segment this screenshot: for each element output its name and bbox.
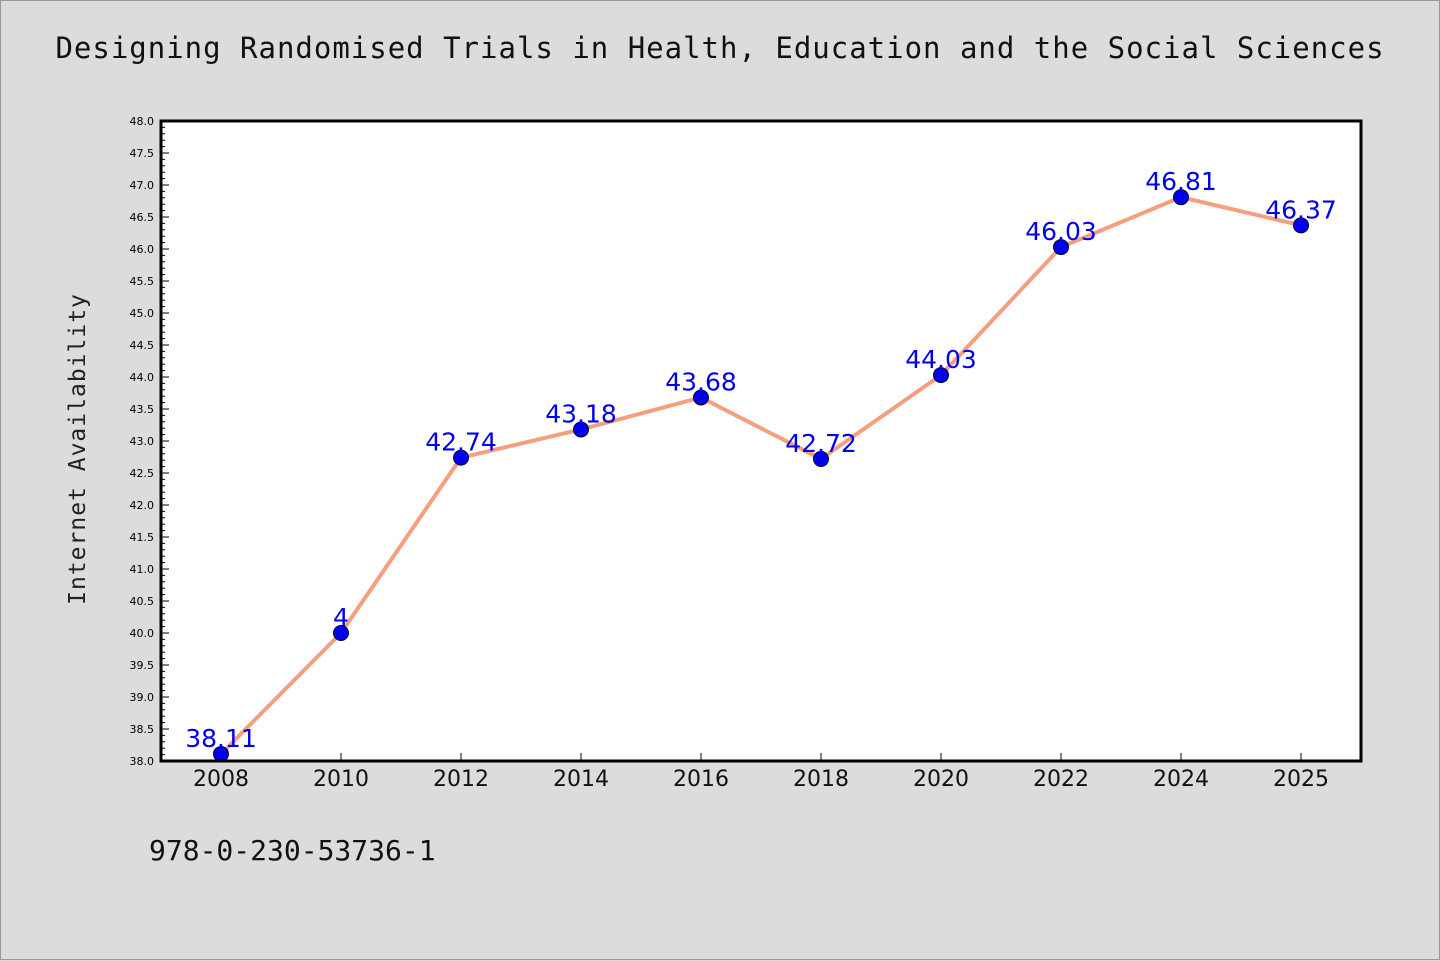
- y-tick-label: 46.5: [130, 211, 155, 224]
- data-label: 4: [333, 603, 349, 632]
- y-axis-tick-labels: 38.0 38.5 39.0 39.5 40.0 40.5 41.0 41.5 42.0 42.5…: [130, 115, 155, 768]
- y-tick-label: 38.5: [130, 723, 155, 736]
- x-tick-label: 2018: [793, 767, 849, 792]
- data-labels: 38.11 4 42.74 43.18 43.68 42.72 44.03 46.03 46.8…: [185, 167, 1337, 753]
- data-point: [1173, 189, 1189, 206]
- y-tick-label: 43.0: [130, 435, 155, 448]
- data-label: 43.18: [545, 399, 617, 428]
- data-point: [933, 367, 949, 384]
- data-label: 44.03: [905, 345, 977, 374]
- data-point: [693, 389, 709, 406]
- x-tick-label: 2016: [673, 767, 729, 792]
- y-tick-label: 40.0: [130, 627, 155, 640]
- y-tick-label: 42.0: [130, 499, 155, 512]
- data-label: 43.68: [665, 367, 737, 396]
- y-tick-label: 48.0: [130, 115, 155, 128]
- data-label: 46.37: [1265, 195, 1337, 224]
- x-tick-label: 2022: [1033, 767, 1089, 792]
- y-tick-label: 45.5: [130, 275, 155, 288]
- y-tick-label: 41.5: [130, 531, 155, 544]
- x-tick-label: 2012: [433, 767, 489, 792]
- x-tick-label: 2014: [553, 767, 609, 792]
- x-tick-label: 2020: [913, 767, 969, 792]
- y-tick-label: 46.0: [130, 243, 155, 256]
- series-line: [219, 195, 1302, 756]
- x-tick-label: 2008: [193, 767, 249, 792]
- data-point: [333, 625, 349, 641]
- y-tick-label: 38.0: [130, 755, 155, 768]
- data-points: [213, 189, 1309, 762]
- data-point: [1053, 239, 1069, 256]
- y-tick-label: 39.0: [130, 691, 155, 704]
- plot-area: [161, 121, 1361, 761]
- y-tick-label: 45.0: [130, 307, 155, 320]
- data-point: [453, 449, 469, 466]
- x-axis-tick-labels: 2008 2010 2012 2014 2016 2018 2020 2022 2024 2025: [193, 767, 1329, 792]
- data-label: 38.11: [185, 724, 257, 753]
- data-label: 46.81: [1145, 167, 1217, 196]
- y-axis-label: Internet Availability: [65, 293, 91, 605]
- data-point: [1293, 217, 1309, 234]
- data-label: 42.74: [425, 428, 497, 457]
- y-tick-label: 40.5: [130, 595, 155, 608]
- y-tick-label: 44.5: [130, 339, 155, 352]
- isbn-text: 978-0-230-53736-1: [149, 834, 436, 867]
- y-tick-label: 39.5: [130, 659, 155, 672]
- x-tick-label: 2025: [1273, 767, 1329, 792]
- data-point: [813, 450, 829, 467]
- y-tick-label: 44.0: [130, 371, 155, 384]
- x-tick-label: 2010: [313, 767, 369, 792]
- y-tick-label: 43.5: [130, 403, 155, 416]
- y-tick-label: 47.5: [130, 147, 155, 160]
- data-label: 46.03: [1025, 217, 1097, 246]
- y-tick-label: 42.5: [130, 467, 155, 480]
- plot-frame: [159, 119, 1363, 763]
- chart-title: Designing Randomised Trials in Health, E…: [55, 31, 1385, 65]
- y-tick-label: 47.0: [130, 179, 155, 192]
- data-label: 42.72: [785, 429, 857, 458]
- x-tick-label: 2024: [1153, 767, 1209, 792]
- data-point: [573, 421, 589, 438]
- y-tick-label: 41.0: [130, 563, 155, 576]
